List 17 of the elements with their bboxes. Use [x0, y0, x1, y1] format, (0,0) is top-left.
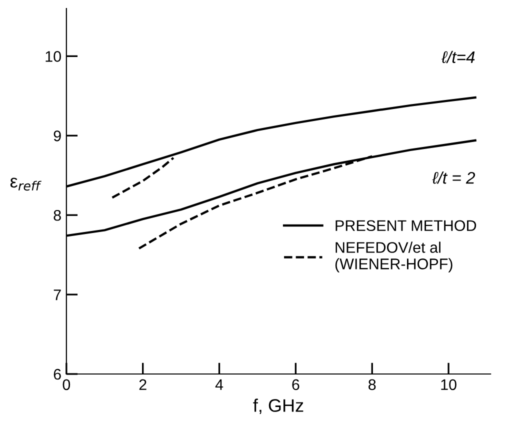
x-tick-label: 6 — [292, 379, 300, 390]
y-tick-label: 8 — [54, 210, 61, 221]
annotation: ℓ/t = 2 — [432, 172, 476, 184]
x-tick-label: 2 — [139, 379, 146, 390]
y-axis-title: ε$_{reff}$ — [10, 178, 42, 191]
y-tick-label: 7 — [54, 290, 61, 300]
legend-label: NEFEDOV/et al (WIENER-HOPF) — [335, 242, 452, 272]
x-axis-title: f, GHz — [253, 398, 304, 414]
y-tick-label: 9 — [54, 130, 61, 142]
legend-label: PRESENT METHOD — [336, 220, 476, 232]
y-tick-label: 6 — [54, 368, 61, 380]
x-tick-label: 4 — [215, 379, 224, 390]
x-tick-label: 8 — [368, 379, 376, 390]
y-tick-label: 10 — [46, 51, 61, 62]
x-tick-label: 0 — [62, 379, 70, 390]
x-tick-label: 10 — [441, 379, 456, 390]
annotation: ℓ/t=4 — [442, 50, 475, 64]
